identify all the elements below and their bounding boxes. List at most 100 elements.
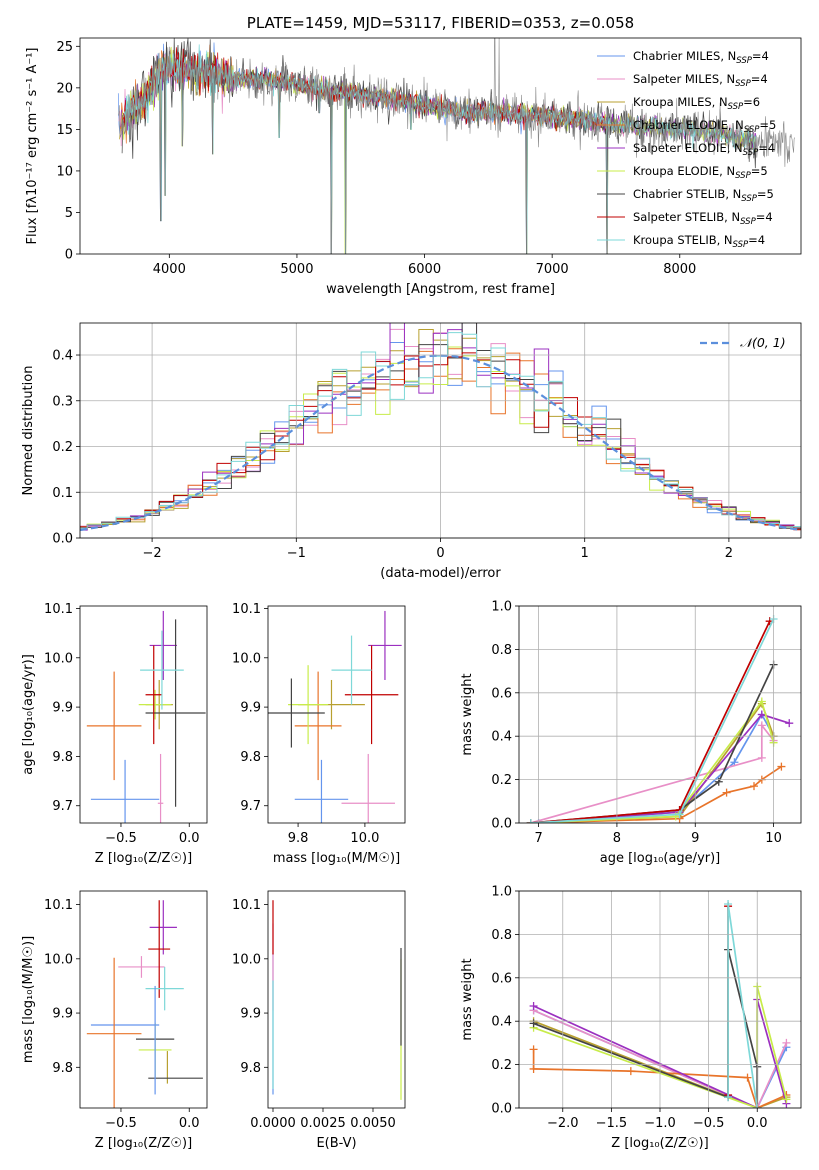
plus-marker: [529, 1045, 538, 1054]
y-axis-label: age [log₁₀(age/yr)]: [21, 654, 36, 775]
plus-marker: [529, 1002, 538, 1011]
chart-massweight_vs_z: −2.0 −1.5 −1.0 −0.5 0.0 0.0 0.2 0.4 0.6 0.8 1.0 Z […: [460, 885, 802, 1151]
plus-marker: [757, 710, 766, 719]
y-tick-label: 0.0: [491, 1102, 512, 1117]
x-tick-label: −0.5: [105, 1116, 137, 1131]
x-axis-label: age [log₁₀(age/yr)]: [600, 851, 721, 866]
legend-entry: Kroupa MILES, NSSP=6: [633, 95, 760, 112]
plus-marker: [743, 1073, 752, 1082]
legend-entry: Salpeter STELIB, NSSP=4: [633, 210, 773, 227]
plus-marker: [724, 1093, 733, 1102]
x-tick-label: 1: [581, 546, 589, 561]
plot-area: [86, 900, 203, 1108]
x-tick-label: −1: [287, 546, 306, 561]
mass-weight-series-line: [533, 1020, 787, 1108]
y-tick-label: 9.9: [240, 1007, 261, 1022]
chart-age_vs_z: −0.5 0.0 9.7 9.8 9.9 10.0 10.1 Z [log₁₀(Z/Z☉)] a…: [21, 602, 208, 866]
y-axis-label: Normed distribution: [21, 366, 36, 496]
y-tick-label: 5: [65, 206, 73, 221]
y-tick-label: 20: [56, 81, 73, 96]
x-tick-label: 6000: [408, 262, 441, 277]
y-tick-label: 0.4: [491, 730, 512, 745]
x-axis-label: Z [log₁₀(Z/Z☉)]: [95, 1136, 192, 1151]
y-tick-label: 9.8: [240, 750, 261, 765]
x-tick-label: 8: [613, 831, 621, 846]
y-tick-label: 10.0: [232, 651, 261, 666]
y-tick-label: 0.4: [491, 1015, 512, 1030]
plus-marker: [777, 762, 786, 771]
plus-marker: [529, 1064, 538, 1073]
y-axis-label: mass weight: [460, 958, 475, 1040]
x-tick-label: 0.0: [179, 1116, 200, 1131]
x-tick-label: 2: [725, 546, 733, 561]
x-tick-label: 7: [534, 831, 542, 846]
y-tick-label: 0.0: [491, 817, 512, 832]
y-tick-label: 9.8: [52, 1061, 73, 1076]
axes-frame: [518, 890, 802, 1109]
y-tick-label: 0.1: [52, 486, 73, 501]
y-tick-label: 10.0: [44, 651, 73, 666]
y-tick-label: 9.9: [52, 701, 73, 716]
y-tick-label: 15: [56, 123, 73, 138]
legend-entry: Chabrier ELODIE, NSSP=5: [633, 118, 776, 135]
plus-marker: [724, 900, 733, 909]
y-axis-label: mass [log₁₀(M/M☉)]: [21, 936, 36, 1063]
y-tick-label: 0.4: [52, 349, 73, 364]
y-tick-label: 0.8: [491, 643, 512, 658]
x-axis-label: wavelength [Angstrom, rest frame]: [326, 282, 555, 297]
x-axis-label: mass [log₁₀(M/M☉)]: [273, 851, 400, 866]
y-tick-label: 0.6: [491, 971, 512, 986]
axes-frame: [79, 37, 802, 255]
y-tick-label: 9.8: [240, 1061, 261, 1076]
y-tick-label: 9.8: [52, 750, 73, 765]
y-tick-label: 0: [65, 248, 73, 263]
axes-frame: [79, 605, 208, 824]
plus-marker: [750, 782, 758, 791]
axes-frame: [518, 605, 802, 824]
y-tick-label: 0.8: [491, 928, 512, 943]
y-tick-label: 10: [56, 164, 73, 179]
plus-marker: [757, 697, 766, 706]
legend-entry: 𝒩(0, 1): [740, 335, 786, 350]
y-tick-label: 10.1: [44, 602, 73, 617]
y-tick-label: 10.1: [44, 898, 73, 913]
mass-weight-series-line: [530, 620, 771, 823]
x-tick-label: 7000: [536, 262, 569, 277]
chart-massweight_vs_age: 7 8 9 10 0.0 0.2 0.4 0.6 0.8 1.0 age [log₁₀(age/yr…: [460, 600, 802, 866]
x-tick-label: 5000: [280, 262, 313, 277]
plot-area: [117, 38, 795, 254]
x-tick-label: −0.5: [105, 831, 137, 846]
y-tick-label: 1.0: [491, 885, 512, 900]
x-tick-label: −1.0: [644, 1116, 676, 1131]
plot-area: [526, 615, 794, 823]
x-tick-label: 8000: [663, 262, 696, 277]
y-tick-label: 9.9: [52, 1007, 73, 1022]
plus-marker: [785, 719, 794, 728]
x-tick-label: 0: [436, 546, 444, 561]
y-tick-label: 25: [56, 40, 73, 55]
y-tick-label: 0.6: [491, 686, 512, 701]
plot-area: [86, 610, 206, 823]
y-tick-label: 9.7: [240, 799, 261, 814]
mass-weight-series-line: [530, 699, 775, 823]
y-tick-label: 0.2: [491, 1058, 512, 1073]
legend-entry: Salpeter MILES, NSSP=4: [633, 72, 768, 89]
x-tick-label: 9: [691, 831, 699, 846]
observed-spectrum-line: [118, 38, 795, 254]
chart-title: PLATE=1459, MJD=53117, FIBERID=0353, z=0…: [247, 14, 634, 32]
legend: 𝒩(0, 1): [700, 335, 786, 350]
plus-marker: [757, 753, 766, 762]
mass-weight-series-line: [530, 701, 775, 823]
legend-entry: Chabrier MILES, NSSP=4: [633, 49, 769, 66]
y-tick-label: 0.3: [52, 394, 73, 409]
x-tick-label: 0.0: [747, 1116, 768, 1131]
plus-marker: [757, 721, 766, 730]
chart-age_vs_mass: 9.8 10.0 9.7 9.8 9.9 10.0 10.1 mass [log₁₀(M/M☉…: [232, 602, 406, 866]
y-tick-label: 10.0: [232, 952, 261, 967]
x-axis-label: Z [log₁₀(Z/Z☉)]: [95, 851, 192, 866]
mass-weight-series-line: [530, 713, 790, 823]
x-tick-label: −2.0: [547, 1116, 579, 1131]
y-tick-label: 10.1: [232, 602, 261, 617]
y-tick-label: 0.2: [491, 773, 512, 788]
legend-entry: Chabrier STELIB, NSSP=5: [633, 187, 774, 204]
